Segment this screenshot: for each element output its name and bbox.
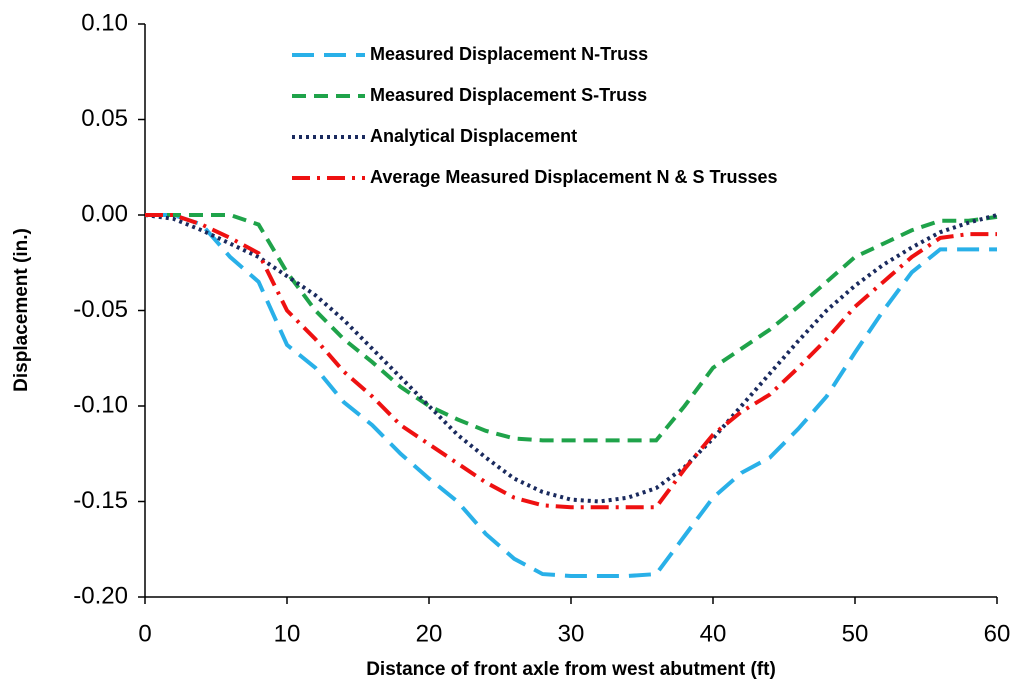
- x-tick-label: 0: [138, 620, 151, 647]
- y-tick-label: -0.10: [73, 391, 128, 418]
- x-tick-label: 10: [274, 620, 301, 647]
- series-line: [144, 213, 998, 504]
- series-line: [145, 213, 998, 443]
- x-tick-label: 50: [842, 620, 869, 647]
- legend-text: Measured Displacement S-Truss: [370, 85, 647, 105]
- y-tick-label: -0.20: [73, 582, 128, 609]
- x-tick-label: 20: [416, 620, 443, 647]
- y-tick-label: -0.05: [73, 296, 128, 323]
- x-tick-label: 60: [984, 620, 1011, 647]
- y-tick-label: 0.05: [81, 105, 128, 132]
- x-tick-label: 30: [558, 620, 585, 647]
- x-tick-label: 40: [700, 620, 727, 647]
- y-tick-label: 0.00: [81, 200, 128, 227]
- legend-text: Analytical Displacement: [370, 126, 577, 146]
- y-axis-title: Displacement (in.): [11, 228, 32, 392]
- legend-text: Measured Displacement N-Truss: [370, 44, 648, 64]
- x-axis-title: Distance of front axle from west abutmen…: [366, 659, 776, 680]
- y-tick-label: -0.15: [73, 487, 128, 514]
- legend-text: Average Measured Displacement N & S Trus…: [370, 167, 778, 187]
- series-line: [145, 213, 997, 510]
- series-line: [145, 213, 997, 578]
- y-tick-label: 0.10: [81, 9, 128, 36]
